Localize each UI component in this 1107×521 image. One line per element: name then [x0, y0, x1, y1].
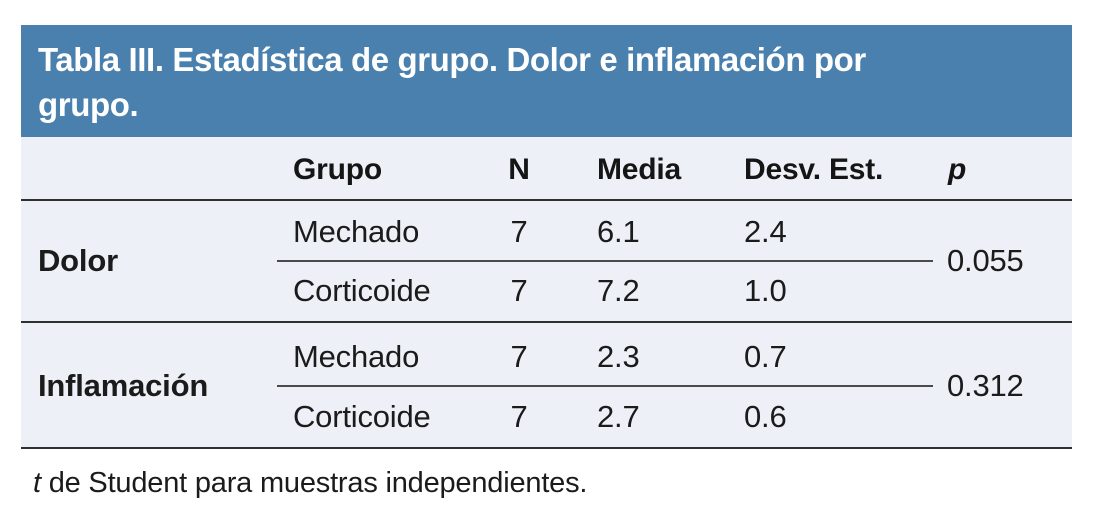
cell-dolor-row2-grupo: Corticoide — [293, 273, 431, 308]
rule-below-header — [21, 199, 1072, 201]
group-label-dolor: Dolor — [38, 243, 118, 278]
group-label-inflamacion: Inflamación — [38, 368, 209, 403]
cell-inflamacion-row1-desv: 0.7 — [744, 339, 787, 374]
footnote-text: de Student para muestras independientes. — [40, 467, 588, 499]
cell-dolor-row2-n: 7 — [510, 273, 528, 308]
separator-inflamacion-rows — [277, 385, 933, 387]
cell-inflamacion-row2-n: 7 — [510, 399, 528, 434]
column-header-media: Media — [597, 153, 682, 186]
cell-dolor-row2-desv: 1.0 — [744, 273, 787, 308]
table-body-background — [21, 137, 1072, 449]
column-header-desv-est: Desv. Est. — [744, 153, 884, 186]
cell-dolor-row1-grupo: Mechado — [293, 214, 420, 249]
cell-inflamacion-row1-media: 2.3 — [597, 339, 640, 374]
cell-dolor-row2-media: 7.2 — [597, 273, 640, 308]
cell-inflamacion-row1-grupo: Mechado — [293, 339, 420, 374]
cell-dolor-row1-media: 6.1 — [597, 214, 640, 249]
table-footnote: t de Student para muestras independiente… — [33, 467, 587, 499]
cell-inflamacion-row2-grupo: Corticoide — [293, 399, 431, 434]
cell-inflamacion-row1-n: 7 — [510, 339, 528, 374]
table-title-bar: Tabla III. Estadística de grupo. Dolor e… — [21, 25, 1072, 137]
p-value-dolor: 0.055 — [947, 243, 1024, 278]
rule-table-bottom — [21, 447, 1072, 449]
column-header-p: p — [948, 153, 967, 186]
cell-dolor-row1-n: 7 — [510, 214, 528, 249]
cell-inflamacion-row2-desv: 0.6 — [744, 399, 787, 434]
footnote-statistic-term: t — [33, 467, 41, 499]
cell-dolor-row1-desv: 2.4 — [744, 214, 787, 249]
table-title-line2: grupo. — [38, 86, 139, 123]
cell-inflamacion-row2-media: 2.7 — [597, 399, 640, 434]
column-header-n: N — [508, 153, 530, 186]
column-header-grupo: Grupo — [293, 153, 382, 186]
table-title-line1: Tabla III. Estadística de grupo. Dolor e… — [38, 41, 866, 78]
p-value-inflamacion: 0.312 — [947, 368, 1024, 403]
rule-between-groups — [21, 321, 1072, 323]
separator-dolor-rows — [277, 260, 933, 262]
